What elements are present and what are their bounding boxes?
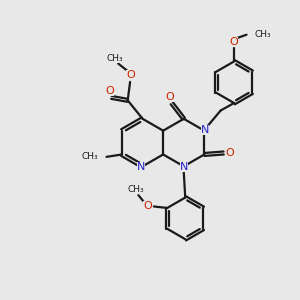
Text: O: O [166, 92, 175, 102]
Text: N: N [201, 125, 209, 135]
Text: CH₃: CH₃ [128, 185, 144, 194]
Text: CH₃: CH₃ [82, 152, 98, 161]
Text: O: O [226, 148, 235, 158]
Text: N: N [180, 162, 188, 172]
Text: CH₃: CH₃ [255, 30, 272, 39]
Text: N: N [137, 162, 145, 172]
Text: O: O [143, 201, 152, 211]
Text: CH₃: CH₃ [107, 54, 124, 63]
Text: O: O [126, 70, 135, 80]
Text: O: O [230, 37, 239, 46]
Text: O: O [106, 85, 114, 96]
